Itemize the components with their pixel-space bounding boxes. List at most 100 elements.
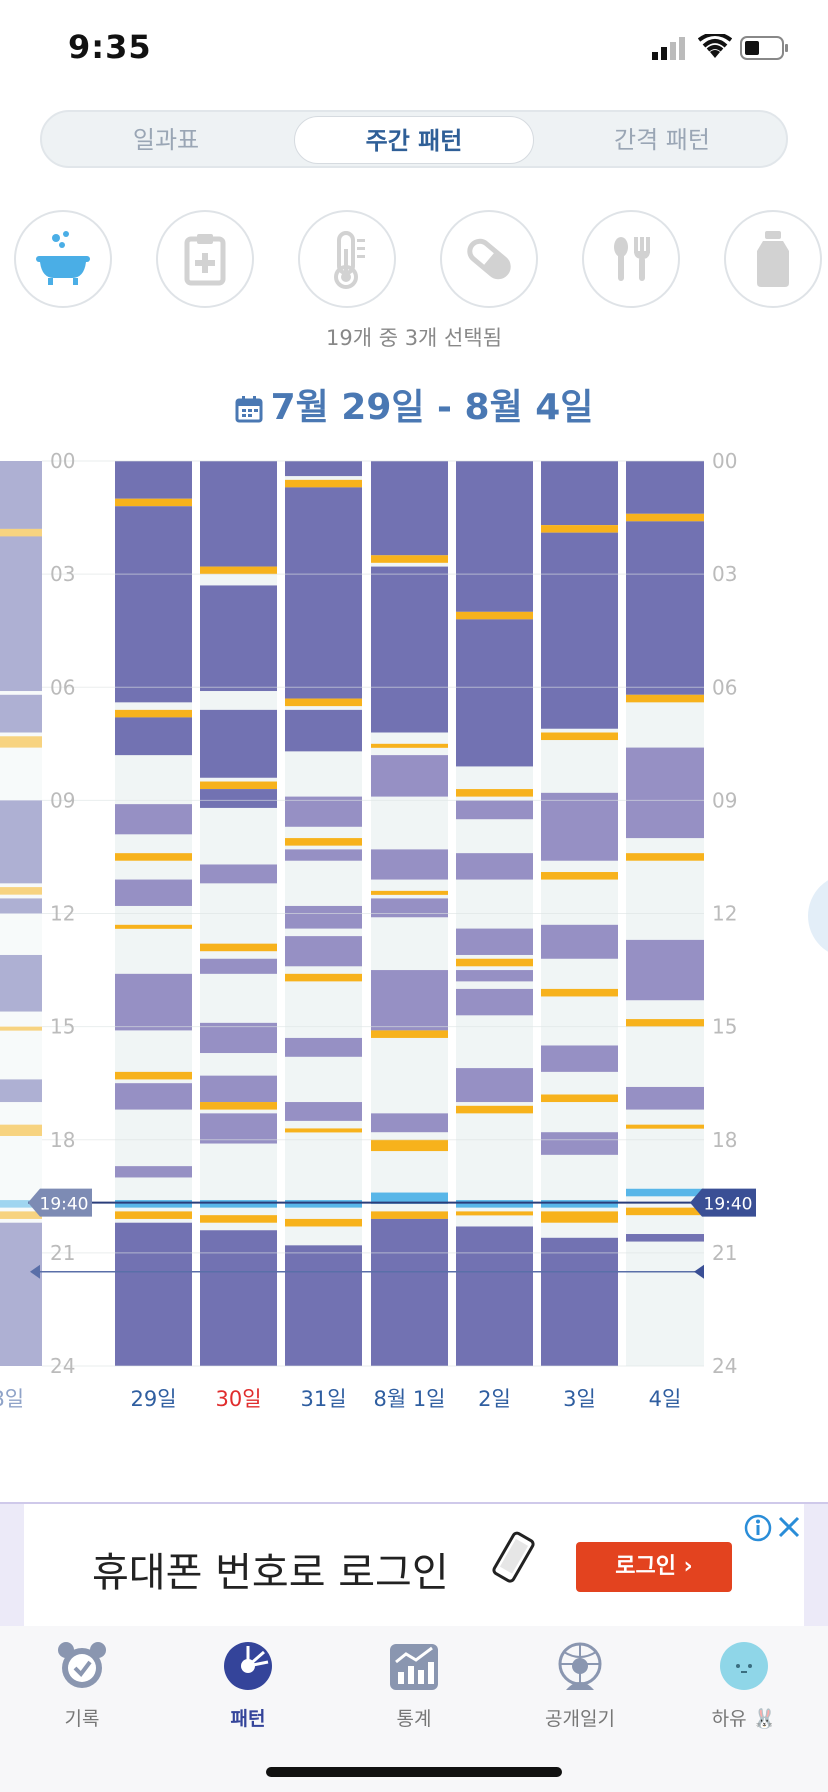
- ad-info-icon[interactable]: [744, 1514, 772, 1542]
- marker-arrow-right: [694, 1264, 704, 1279]
- tab-profile[interactable]: 하유 🐰: [674, 1640, 814, 1731]
- tab-profile-label: 하유 🐰: [711, 1708, 777, 1730]
- stats-icon: [390, 1644, 438, 1690]
- sleep-segment: [285, 487, 362, 699]
- day-label[interactable]: 29일: [130, 1387, 176, 1411]
- feed-segment: [456, 958, 533, 967]
- bath-segment: [285, 1200, 362, 1208]
- ad-login-button[interactable]: 로그인 ›: [576, 1542, 732, 1592]
- category-temperature-button[interactable]: [298, 210, 396, 308]
- nap-segment: [456, 853, 533, 880]
- tab-bar: 기록 패턴 통계 공개일기 하유 🐰: [0, 1626, 828, 1792]
- hour-tick-right: 00: [712, 449, 737, 473]
- category-meal-button[interactable]: [582, 210, 680, 308]
- tab-pattern[interactable]: 패턴: [178, 1640, 318, 1731]
- feed-segment: [541, 1211, 618, 1223]
- nap-segment: [200, 958, 277, 974]
- feed-segment: [0, 528, 42, 537]
- tab-schedule[interactable]: 일과표: [132, 126, 200, 154]
- scroll-handle[interactable]: [808, 874, 828, 958]
- day-label[interactable]: 30일: [215, 1387, 261, 1411]
- nap-segment: [371, 849, 448, 880]
- nap-segment: [200, 864, 277, 884]
- date-range[interactable]: 7월 29일 - 8월 4일: [0, 378, 828, 430]
- ad-text: 휴대폰 번호로 로그인: [92, 1550, 449, 1596]
- bath-segment: [626, 1188, 704, 1197]
- feed-segment: [115, 924, 192, 929]
- nap-segment: [456, 988, 533, 1016]
- sleep-segment: [200, 461, 277, 567]
- feed-segment: [626, 513, 704, 522]
- feed-segment: [115, 498, 192, 507]
- sleep-segment: [200, 789, 277, 808]
- hour-tick-right: 09: [712, 788, 737, 812]
- tab-public-diary[interactable]: 공개일기: [510, 1640, 650, 1731]
- feed-segment: [200, 1215, 277, 1223]
- hour-tick-left: 09: [50, 788, 75, 812]
- hour-tick-right: 12: [712, 902, 737, 926]
- sleep-segment: [115, 506, 192, 703]
- day-label[interactable]: 8월 1일: [373, 1387, 445, 1411]
- feed-segment: [115, 853, 192, 861]
- bath-segment: [0, 1200, 42, 1208]
- tab-stats[interactable]: 통계: [344, 1640, 484, 1731]
- current-time-badge-left: [28, 1188, 92, 1217]
- tab-interval-pattern[interactable]: 간격 패턴: [614, 126, 710, 154]
- feed-segment: [115, 709, 192, 718]
- feed-segment: [456, 611, 533, 620]
- day-label[interactable]: 28일: [0, 1387, 24, 1411]
- ad-close-icon[interactable]: [776, 1514, 802, 1540]
- day-label[interactable]: 2일: [478, 1387, 511, 1411]
- category-medicine-button[interactable]: [440, 210, 538, 308]
- sleep-segment: [626, 461, 704, 514]
- nap-segment: [115, 973, 192, 1031]
- tab-record-label: 기록: [64, 1708, 100, 1730]
- alarm-clock-icon: [58, 1642, 106, 1688]
- nap-segment: [626, 747, 704, 839]
- phone-icon: [492, 1531, 535, 1583]
- hour-tick-right: 15: [712, 1015, 737, 1039]
- category-medical-button[interactable]: [156, 210, 254, 308]
- feed-segment: [200, 566, 277, 575]
- sleep-segment: [285, 709, 362, 752]
- sleep-segment: [371, 566, 448, 733]
- day-label[interactable]: 31일: [300, 1387, 346, 1411]
- nap-segment: [115, 1166, 192, 1178]
- feed-segment: [456, 1105, 533, 1114]
- sleep-segment: [0, 1222, 42, 1366]
- bathtub-icon: [36, 231, 90, 285]
- signal-icon: [652, 36, 690, 64]
- sleep-segment: [285, 461, 362, 477]
- feed-segment: [200, 1102, 277, 1110]
- day-label[interactable]: 4일: [649, 1387, 682, 1411]
- ad-banner[interactable]: 휴대폰 번호로 로그인 로그인 ›: [0, 1502, 828, 1626]
- day-label[interactable]: 3일: [563, 1387, 596, 1411]
- sleep-segment: [626, 521, 704, 695]
- nap-segment: [626, 1086, 704, 1110]
- public-diary-icon: [558, 1642, 602, 1690]
- sleep-segment: [541, 1237, 618, 1366]
- home-indicator: [266, 1767, 562, 1777]
- weekly-pattern-chart[interactable]: 28일 29일 30일 31일 8월 1일 2일 3일 4일 00 00 03 03 06 06 09 09 1…: [0, 440, 828, 1420]
- sleep-segment: [200, 709, 277, 778]
- sleep-segment: [541, 461, 618, 526]
- sleep-segment: [285, 1245, 362, 1366]
- nap-segment: [200, 1022, 277, 1054]
- hour-tick-left: 21: [50, 1241, 75, 1265]
- tab-record[interactable]: 기록: [12, 1640, 152, 1731]
- category-bottle-button[interactable]: [724, 210, 822, 308]
- sleep-segment: [0, 800, 42, 884]
- category-bath-button[interactable]: [14, 210, 112, 308]
- hour-tick-left: 15: [50, 1015, 75, 1039]
- feed-segment: [371, 555, 448, 563]
- feed-segment: [626, 1124, 704, 1129]
- spoon-fork-icon: [614, 237, 650, 281]
- sleep-segment: [371, 461, 448, 556]
- nap-segment: [371, 755, 448, 797]
- tab-weekly-pattern[interactable]: 주간 패턴: [294, 116, 534, 164]
- tab-pattern-label: 패턴: [230, 1708, 266, 1730]
- hour-tick-left: 12: [50, 902, 75, 926]
- sleep-segment: [200, 585, 277, 692]
- feed-segment: [371, 1139, 448, 1152]
- nap-segment: [456, 928, 533, 955]
